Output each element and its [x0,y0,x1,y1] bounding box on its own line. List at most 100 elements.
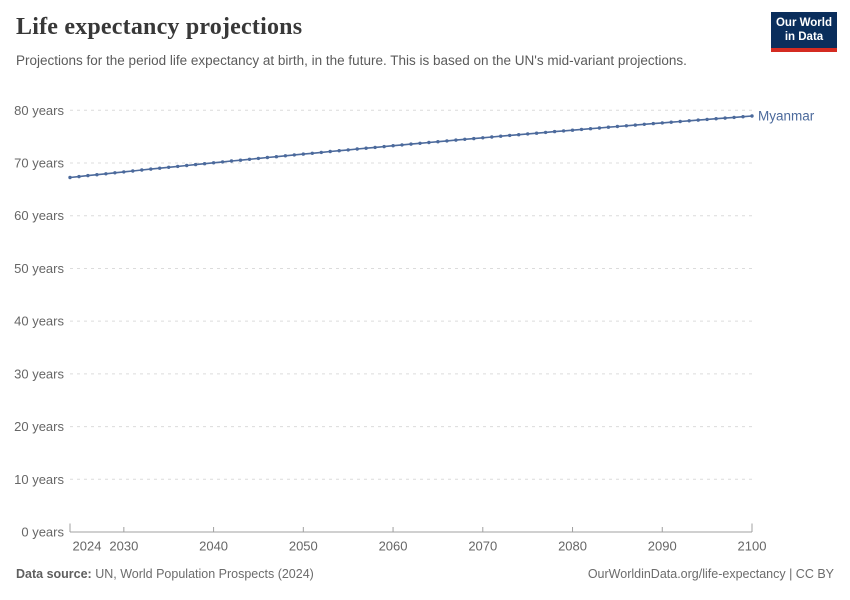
data-point-marker [633,123,637,127]
data-point-marker [436,140,440,144]
data-point-marker [131,169,135,173]
data-point-marker [86,173,90,178]
data-point-marker [400,143,404,147]
y-axis-tick-label: 30 years [14,366,64,381]
x-axis-tick-label: 2030 [109,539,138,554]
owid-logo-line2: in Data [784,30,824,43]
data-point-marker [750,114,754,118]
data-point-marker [669,120,673,124]
data-point-marker [328,149,332,154]
data-point-marker [319,150,323,155]
data-point-marker [283,154,288,158]
data-point-marker [651,121,655,126]
attribution-link[interactable]: OurWorldinData.org/life-expectancy | CC … [587,567,834,581]
myanmar-line[interactable] [69,115,753,179]
data-point-marker [247,157,252,161]
data-point-marker [355,147,359,151]
data-point-marker [714,117,718,121]
data-point-marker [588,127,593,131]
y-axis-tick-label: 80 years [14,103,64,118]
data-source-text: Data source: UN, World Population Prospe… [16,567,314,581]
data-point-marker [472,136,476,141]
data-point-marker [391,144,395,148]
data-point-marker [445,139,449,143]
data-point-marker [732,115,736,120]
data-point-marker [382,144,386,149]
data-source-value: UN, World Population Prospects (2024) [91,567,314,581]
data-point-marker [642,122,646,127]
owid-logo[interactable]: Our World in Data [771,12,837,52]
data-point-marker [624,124,629,128]
data-point-marker [202,162,207,166]
data-point-marker [696,118,700,122]
x-axis-tick-label: 2100 [738,539,767,554]
data-source-label: Data source: [16,567,92,581]
x-axis-tick-label: 2040 [199,539,228,554]
data-point-marker [597,126,602,130]
data-point-marker [481,136,485,140]
data-point-marker [427,140,431,145]
data-point-marker [570,128,575,132]
data-point-marker [176,164,180,169]
data-point-marker [220,160,225,164]
data-point-marker [526,132,530,136]
data-point-marker [490,135,494,139]
data-point-marker [463,137,467,141]
entity-label-myanmar[interactable]: Myanmar [758,109,815,124]
data-point-marker [364,146,368,150]
data-point-marker [373,145,377,150]
x-axis-tick-label: 2024 [73,539,102,554]
data-point-marker [561,129,566,133]
x-axis-tick-label: 2050 [289,539,318,554]
data-point-marker [678,119,682,124]
y-axis-tick-label: 10 years [14,472,64,487]
y-axis-tick-label: 50 years [14,261,64,276]
data-point-marker [211,161,216,165]
data-point-marker [552,129,557,134]
data-point-marker [292,153,296,157]
data-point-marker [615,124,620,129]
data-point-marker [418,141,422,145]
data-point-marker [606,125,611,129]
data-point-marker [687,119,691,123]
data-point-marker [346,148,350,152]
chart-subtitle: Projections for the period life expectan… [16,53,687,68]
x-axis-tick-label: 2070 [468,539,497,554]
data-point-marker [229,159,234,163]
page-title: Life expectancy projections [16,14,303,40]
data-point-marker [193,162,198,167]
data-point-marker [274,155,279,159]
data-point-marker [723,116,727,120]
data-point-marker [508,133,512,138]
data-point-marker [534,131,539,135]
chart-footer: Data source: UN, World Population Prospe… [16,567,834,581]
data-point-marker [337,149,341,153]
y-axis-tick-label: 60 years [14,208,64,223]
data-point-marker [95,173,99,177]
data-point-marker [140,168,144,172]
data-point-marker [113,171,117,175]
data-point-marker [579,127,584,132]
y-axis-tick-label: 70 years [14,156,64,171]
y-axis-tick-label: 40 years [14,314,64,329]
data-point-marker [149,167,153,171]
data-point-marker [68,175,72,180]
data-point-marker [122,170,126,174]
data-point-marker [158,166,162,170]
data-point-marker [660,121,664,125]
data-point-marker [77,174,81,179]
data-point-marker [705,117,709,122]
x-axis-tick-label: 2090 [648,539,677,554]
data-point-marker [185,163,189,168]
data-point-marker [517,133,521,137]
data-point-marker [265,155,270,160]
data-point-marker [256,156,261,161]
y-axis-tick-label: 20 years [14,419,64,434]
data-point-marker [310,151,314,155]
x-axis-tick-label: 2060 [379,539,408,554]
data-point-marker [409,142,413,146]
data-point-marker [301,152,305,156]
data-point-marker [104,172,108,176]
